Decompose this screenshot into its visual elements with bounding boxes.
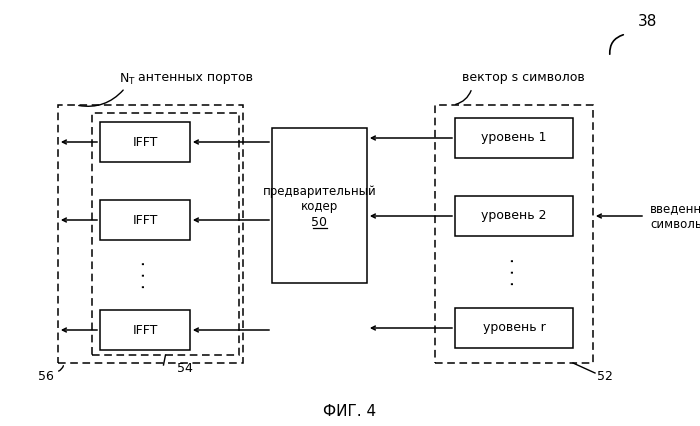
Text: введенные: введенные [650,202,700,216]
Text: IFFT: IFFT [132,323,158,337]
Text: IFFT: IFFT [132,135,158,149]
Bar [435,105,593,363]
Bar [455,118,573,158]
Text: ФИГ. 4: ФИГ. 4 [323,405,377,420]
Text: уровень r: уровень r [482,322,545,334]
Text: IFFT: IFFT [132,213,158,227]
Text: уровень 2: уровень 2 [482,210,547,222]
Bar [92,113,239,355]
Bar [455,308,573,348]
Text: вектор s символов: вектор s символов [462,72,584,84]
Text: T: T [128,77,134,86]
Text: · · ·: · · · [136,261,154,289]
Text: предварительный: предварительный [262,185,377,198]
Text: · · ·: · · · [505,258,523,286]
Text: 38: 38 [638,14,657,29]
Text: 50: 50 [312,216,328,229]
Text: уровень 1: уровень 1 [482,132,547,144]
Text: 54: 54 [178,363,193,375]
Text: N: N [120,72,130,84]
Text: кодер: кодер [301,200,338,213]
Bar [100,200,190,240]
Bar [100,310,190,350]
Text: символы: символы [650,218,700,230]
Bar [455,196,573,236]
Bar [100,122,190,162]
Text: антенных портов: антенных портов [134,72,253,84]
Text: 56: 56 [38,371,54,383]
Bar [272,128,367,283]
Text: 52: 52 [597,371,613,383]
Bar [58,105,243,363]
